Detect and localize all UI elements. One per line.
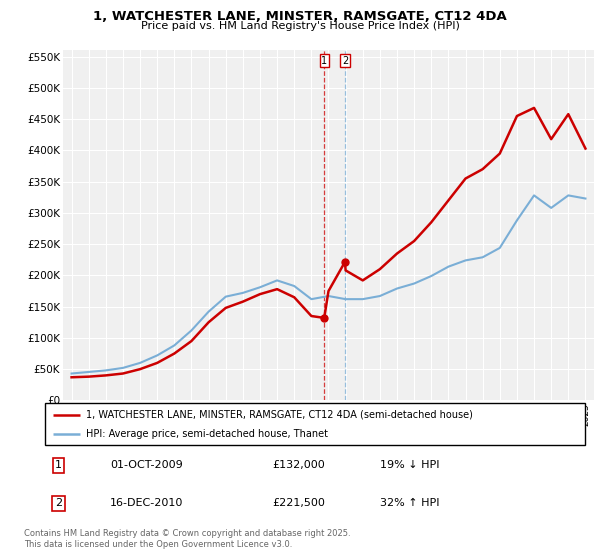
Text: 32% ↑ HPI: 32% ↑ HPI: [380, 498, 439, 508]
Text: 01-OCT-2009: 01-OCT-2009: [110, 460, 182, 470]
Text: 2: 2: [342, 55, 348, 66]
Text: HPI: Average price, semi-detached house, Thanet: HPI: Average price, semi-detached house,…: [86, 429, 328, 439]
Text: 1: 1: [55, 460, 62, 470]
Text: 1: 1: [321, 55, 327, 66]
Text: 2: 2: [55, 498, 62, 508]
Text: £221,500: £221,500: [272, 498, 325, 508]
Text: 1, WATCHESTER LANE, MINSTER, RAMSGATE, CT12 4DA (semi-detached house): 1, WATCHESTER LANE, MINSTER, RAMSGATE, C…: [86, 409, 472, 419]
Text: Contains HM Land Registry data © Crown copyright and database right 2025.
This d: Contains HM Land Registry data © Crown c…: [24, 529, 350, 549]
Text: Price paid vs. HM Land Registry's House Price Index (HPI): Price paid vs. HM Land Registry's House …: [140, 21, 460, 31]
Text: £132,000: £132,000: [272, 460, 325, 470]
Text: 19% ↓ HPI: 19% ↓ HPI: [380, 460, 439, 470]
Text: 1, WATCHESTER LANE, MINSTER, RAMSGATE, CT12 4DA: 1, WATCHESTER LANE, MINSTER, RAMSGATE, C…: [93, 10, 507, 23]
Text: 16-DEC-2010: 16-DEC-2010: [110, 498, 183, 508]
FancyBboxPatch shape: [45, 403, 585, 445]
